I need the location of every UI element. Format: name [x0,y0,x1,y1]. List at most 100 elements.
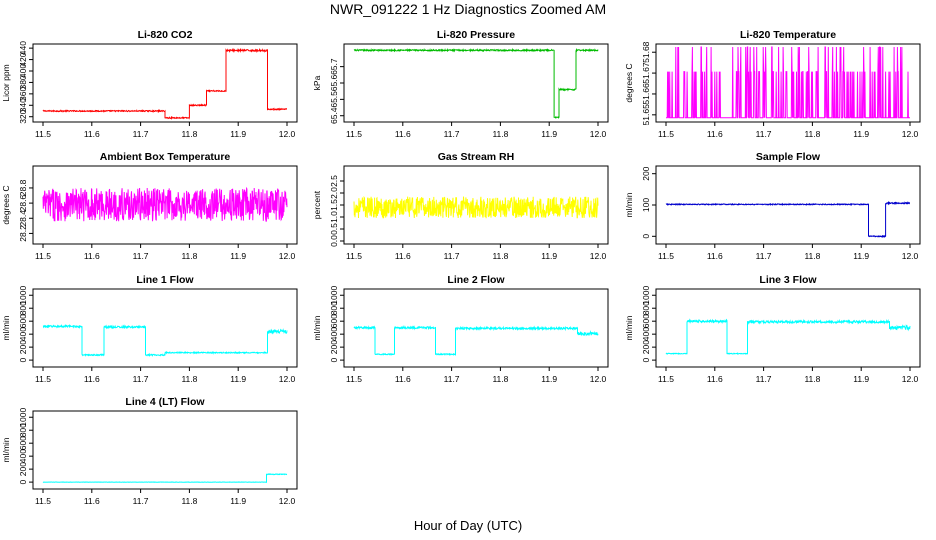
y-tick-label: 440 [18,41,28,55]
x-tick-label: 11.6 [395,251,411,261]
x-tick-label: 11.9 [541,251,557,261]
y-tick-label: 340 [18,98,28,112]
y-tick-label: 800 [18,423,28,437]
data-series-line [42,323,288,357]
y-tick-label: 51.66 [641,83,651,105]
x-tick-label: 11.7 [444,129,460,139]
y-axis-label: Licor ppm [1,64,11,101]
panel-title: Gas Stream RH [438,151,514,163]
x-tick-label: 11.7 [756,129,772,139]
panel-title: Li-820 CO2 [138,29,193,41]
y-tick-label: 65.4 [329,107,339,124]
panel-title: Li-820 Pressure [437,29,515,41]
plot-frame [32,288,298,368]
y-tick-label: 0 [641,234,651,239]
x-tick-label: 11.8 [181,251,197,261]
x-tick-label: 11.9 [541,129,557,139]
x-tick-label: 12.0 [279,129,296,139]
x-tick-label: 11.8 [492,251,508,261]
y-tick-label: 600 [18,436,28,450]
y-tick-label: 2.0 [329,187,339,199]
panel-title: Ambient Box Temperature [100,151,231,163]
x-tick-label: 12.0 [279,374,296,384]
y-tick-label: 65.5 [329,91,339,108]
x-tick-label: 12.0 [279,251,296,261]
x-tick-label: 12.0 [902,374,919,384]
y-tick-label: 600 [329,314,339,328]
x-tick-label: 12.0 [590,129,607,139]
x-tick-label: 11.9 [230,251,246,261]
x-tick-label: 11.7 [756,251,772,261]
x-tick-label: 11.9 [853,129,869,139]
panel-9: Line 3 Flow 11.5 11.6 11.7 11.8 11.9 12.0 0 2004… [624,274,921,384]
x-tick-label: 11.8 [181,496,197,506]
panel-10: Line 4 (LT) Flow 11.5 11.6 11.7 11.8 11.9 12.0… [1,396,298,506]
x-tick-label: 11.7 [133,251,149,261]
y-tick-label: 320 [18,109,28,123]
y-tick-label: 800 [641,301,651,315]
x-tick-label: 11.8 [181,129,197,139]
x-tick-label: 11.9 [541,374,557,384]
plot-frame [32,410,298,490]
data-series-line [353,195,599,219]
x-tick-label: 11.8 [804,251,820,261]
x-tick-label: 12.0 [590,251,607,261]
y-tick-label: 400 [18,64,28,78]
panel-title: Line 1 Flow [136,274,194,286]
x-tick-label: 11.8 [492,374,508,384]
y-tick-label: 400 [641,327,651,341]
x-tick-label: 11.8 [492,129,508,139]
panel-5: Gas Stream RH 11.5 11.6 11.7 11.8 11.9 12.0 0.0… [312,151,609,261]
y-axis-label: degrees C [1,185,11,224]
x-tick-label: 11.7 [756,374,772,384]
y-tick-label: 28.6 [18,195,28,212]
panel-title: Line 3 Flow [759,274,817,286]
x-tick-label: 11.8 [181,374,197,384]
x-tick-label: 11.6 [84,129,100,139]
y-tick-label: 0.5 [329,223,339,235]
panel-title: Line 2 Flow [447,274,505,286]
plot-frame [343,288,609,368]
panel-7: Line 1 Flow 11.5 11.6 11.7 11.8 11.9 12.0 0 2004… [1,274,298,384]
y-tick-label: 800 [329,301,339,315]
y-tick-label: 51.67 [641,62,651,84]
y-tick-label: 0.0 [329,235,339,247]
y-tick-label: 600 [641,314,651,328]
y-tick-label: 1000 [18,408,28,427]
data-series-line [665,318,911,355]
y-axis-label: ml/min [1,315,11,340]
y-tick-label: 100 [641,198,651,212]
y-tick-label: 0 [18,479,28,484]
y-tick-label: 200 [641,340,651,354]
y-axis-label: ml/min [624,315,634,340]
x-tick-label: 11.6 [395,129,411,139]
data-series-line [42,473,288,484]
panel-8: Line 2 Flow 11.5 11.6 11.7 11.8 11.9 12.0 0 2004… [312,274,609,384]
x-tick-label: 11.5 [658,251,674,261]
panel-3: Li-820 Temperature 11.5 11.6 11.7 11.8 11.9 12… [624,29,921,139]
x-tick-label: 11.7 [444,374,460,384]
x-tick-label: 11.7 [133,374,149,384]
plot-frame [32,165,298,245]
panel-2: Li-820 Pressure 11.5 11.6 11.7 11.8 11.9 12.0 6… [312,29,609,139]
y-tick-label: 51.65 [641,104,651,126]
y-tick-label: 200 [18,340,28,354]
x-tick-label: 11.9 [230,496,246,506]
y-tick-label: 65.7 [329,58,339,75]
data-series-line [42,47,287,121]
x-tick-label: 11.5 [346,374,362,384]
y-tick-label: 0 [18,357,28,362]
x-tick-label: 12.0 [590,374,607,384]
x-tick-label: 12.0 [902,129,919,139]
x-tick-label: 11.5 [658,129,674,139]
x-tick-label: 11.6 [707,374,723,384]
panel-title: Li-820 Temperature [740,29,836,41]
panel-1: Li-820 CO2 11.5 11.6 11.7 11.8 11.9 12.0 320340… [1,29,298,139]
x-tick-label: 11.9 [230,129,246,139]
plot-frame [32,43,298,123]
x-tick-label: 11.6 [84,496,100,506]
y-axis-label: kPa [312,75,322,90]
x-tick-label: 12.0 [279,496,296,506]
x-tick-label: 11.9 [230,374,246,384]
